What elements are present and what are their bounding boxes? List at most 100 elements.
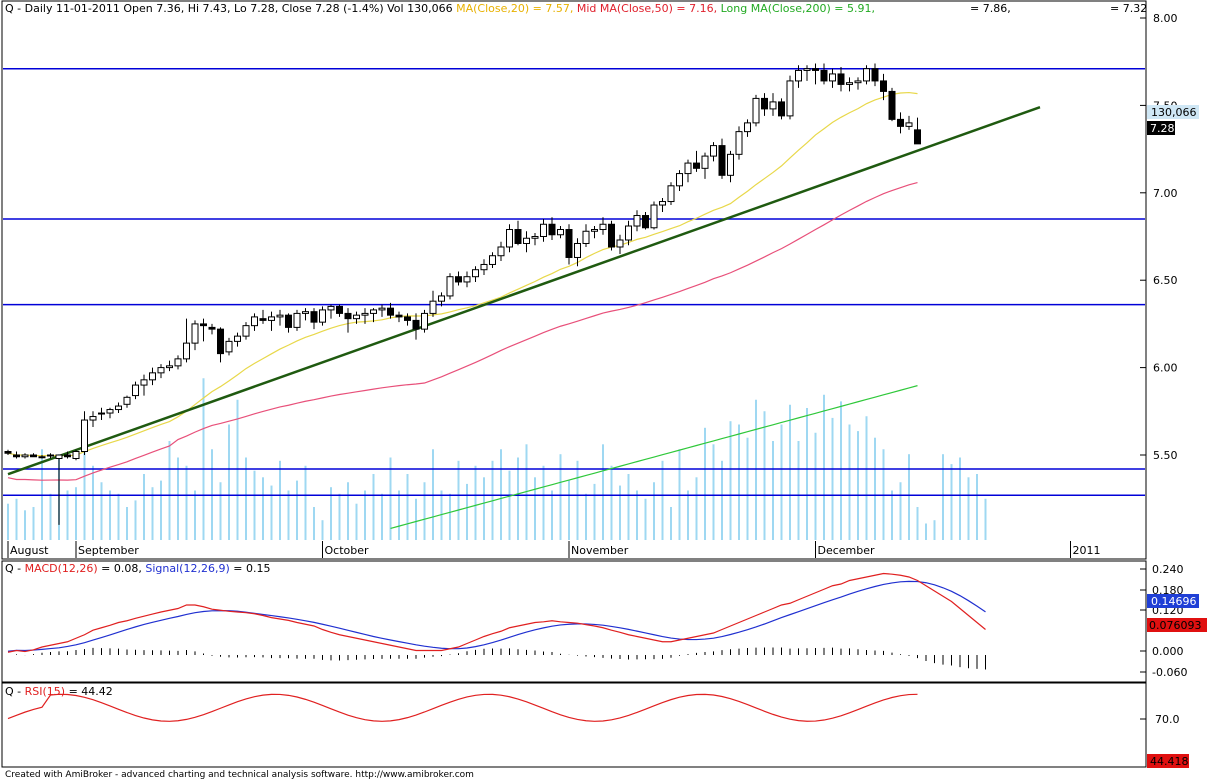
candle-body bbox=[89, 416, 97, 421]
candle-body bbox=[302, 311, 309, 314]
candle-body bbox=[217, 328, 224, 355]
macd-header-prefix: Q - bbox=[5, 562, 25, 575]
candle-body bbox=[863, 68, 870, 82]
candle-body bbox=[132, 384, 139, 397]
candle-body bbox=[98, 412, 105, 415]
candle-body bbox=[81, 419, 88, 453]
candle-body bbox=[616, 239, 624, 248]
candle-body bbox=[888, 90, 896, 120]
candle-body bbox=[276, 314, 284, 318]
macd-tick-label: 0.240 bbox=[1152, 563, 1184, 576]
candle-body bbox=[812, 68, 819, 71]
candle-body bbox=[21, 454, 29, 458]
svg-text:Q - MACD(12,26) = 0.08, Signal: Q - MACD(12,26) = 0.08, Signal(12,26,9) … bbox=[5, 562, 270, 575]
candle-body bbox=[871, 68, 879, 82]
candle-body bbox=[361, 312, 369, 316]
candle-body bbox=[905, 122, 913, 127]
candle-body bbox=[548, 223, 556, 236]
candle-body bbox=[140, 379, 148, 386]
month-label: November bbox=[571, 544, 629, 557]
svg-text:Q - RSI(15) = 44.42: Q - RSI(15) = 44.42 bbox=[5, 685, 113, 698]
candle-body bbox=[293, 312, 301, 328]
candle-body bbox=[463, 276, 471, 283]
macd-header-mid: = 0.08, bbox=[98, 562, 146, 575]
candle-body bbox=[735, 131, 743, 155]
candle-body bbox=[701, 155, 709, 169]
header-ma50: Mid MA(Close,50) = 7.16, bbox=[573, 2, 717, 15]
candle-body bbox=[72, 451, 80, 459]
candle-body bbox=[404, 316, 411, 321]
candle-body bbox=[336, 305, 343, 314]
candle-body bbox=[327, 305, 335, 311]
candle-body bbox=[684, 162, 692, 175]
candle-body bbox=[608, 223, 615, 248]
candle-body bbox=[778, 101, 785, 117]
candle-body bbox=[268, 316, 275, 321]
candle-body bbox=[829, 73, 836, 82]
candle-body bbox=[727, 153, 734, 176]
candle-body bbox=[710, 145, 717, 157]
candle-body bbox=[693, 162, 700, 169]
candle-body bbox=[13, 454, 20, 458]
month-label: October bbox=[325, 544, 369, 557]
candle-body bbox=[591, 229, 598, 232]
header-ma200: Long MA(Close,200) = 5.91, bbox=[717, 2, 875, 15]
candle-body bbox=[106, 409, 114, 414]
ma20-line bbox=[7, 91, 918, 457]
candle-body bbox=[157, 367, 165, 374]
rsi-header-suffix: = 44.42 bbox=[65, 685, 113, 698]
candle-body bbox=[497, 246, 505, 257]
candle-body bbox=[803, 68, 811, 71]
candle-body bbox=[480, 263, 488, 271]
candle-body bbox=[752, 97, 760, 124]
candle-body bbox=[633, 215, 641, 227]
candle-body bbox=[225, 340, 233, 353]
candle-body bbox=[489, 255, 496, 265]
candle-body bbox=[880, 80, 887, 92]
macd-header-signal: Signal(12,26,9) bbox=[145, 562, 229, 575]
candle-body bbox=[914, 129, 921, 145]
candle-body bbox=[234, 335, 241, 342]
candle-body bbox=[582, 230, 590, 244]
candle-body bbox=[446, 276, 454, 297]
ma200-line bbox=[390, 385, 918, 529]
rsi-header-prefix: Q - bbox=[5, 685, 25, 698]
candle-body bbox=[795, 69, 802, 82]
candle-body bbox=[659, 201, 666, 206]
month-label: September bbox=[78, 544, 139, 557]
ma50-line bbox=[7, 182, 918, 481]
candle-body bbox=[123, 396, 131, 405]
price-tick-label: 7.00 bbox=[1153, 187, 1178, 200]
macd-header-label: MACD(12,26) bbox=[25, 562, 98, 575]
trend-line bbox=[7, 105, 1041, 476]
macd-tick-label: 0.180 bbox=[1152, 584, 1184, 597]
candle-body bbox=[319, 309, 326, 323]
candle-body bbox=[650, 204, 658, 229]
candle-body bbox=[455, 276, 462, 283]
candle-body bbox=[897, 118, 904, 127]
candle-body bbox=[438, 295, 445, 302]
signal-tag: 0.14696 bbox=[1151, 595, 1197, 608]
candle-body bbox=[523, 237, 530, 244]
price-tick-label: 6.00 bbox=[1153, 362, 1178, 375]
candle-body bbox=[429, 300, 437, 314]
candle-body bbox=[4, 451, 12, 454]
candle-body bbox=[242, 325, 250, 337]
candle-body bbox=[676, 173, 683, 187]
last-price-tag: 7.28 bbox=[1150, 122, 1175, 135]
candle-body bbox=[378, 307, 386, 311]
candle-body bbox=[30, 454, 37, 458]
candle-body bbox=[115, 405, 122, 411]
signal-line bbox=[7, 580, 986, 652]
rsi-header-label: RSI(15) bbox=[25, 685, 65, 698]
header-right-value: = 7.32 bbox=[1110, 2, 1147, 15]
candle-body bbox=[421, 312, 428, 330]
candle-body bbox=[506, 229, 513, 248]
candle-body bbox=[344, 312, 352, 320]
svg-text:Q - Daily 11-01-2011 Open 7.36: Q - Daily 11-01-2011 Open 7.36, Hi 7.43,… bbox=[5, 2, 875, 15]
candle-body bbox=[854, 80, 862, 84]
volume-tag: 130,066 bbox=[1151, 106, 1197, 119]
candle-body bbox=[64, 454, 71, 458]
candle-body bbox=[599, 223, 607, 231]
